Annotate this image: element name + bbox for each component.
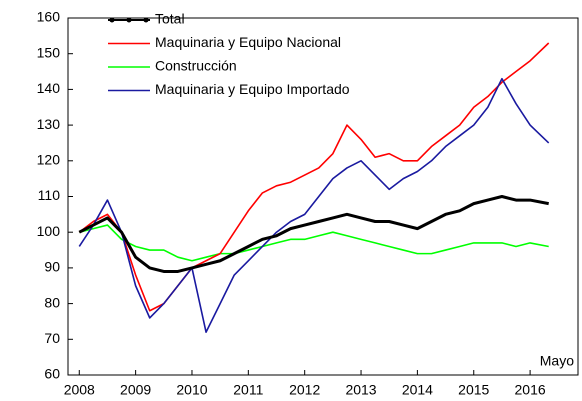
legend-label: Maquinaria y Equipo Nacional: [155, 34, 341, 50]
x-tick-label: 2009: [120, 382, 151, 398]
y-tick-label: 140: [37, 80, 61, 96]
legend-label: Construcción: [155, 58, 237, 74]
legend-label: Total: [155, 11, 185, 27]
y-tick-label: 80: [44, 294, 60, 310]
x-tick-label: 2013: [345, 382, 376, 398]
y-tick-label: 120: [37, 152, 61, 168]
series-line: [78, 77, 550, 333]
y-tick-label: 160: [37, 9, 61, 25]
x-tick-label: 2015: [458, 382, 489, 398]
y-tick-label: 100: [37, 223, 61, 239]
x-tick-label: 2011: [233, 382, 263, 398]
annotation: Mayo: [540, 353, 574, 369]
y-tick-label: 110: [38, 187, 61, 203]
y-tick-label: 150: [37, 44, 61, 60]
x-tick-label: 2016: [515, 382, 546, 398]
x-tick-label: 2012: [289, 382, 320, 398]
x-tick-label: 2010: [176, 382, 207, 398]
x-tick-label: 2008: [64, 382, 95, 398]
legend-label: Maquinaria y Equipo Importado: [155, 81, 350, 97]
series-line: [78, 42, 550, 312]
legend-marker: [143, 17, 149, 23]
x-tick-label: 2014: [402, 382, 433, 398]
y-tick-label: 130: [37, 116, 61, 132]
y-tick-label: 90: [44, 259, 60, 275]
series-line: [78, 195, 549, 273]
legend-marker: [109, 17, 115, 23]
y-tick-label: 60: [44, 366, 60, 382]
y-tick-label: 70: [44, 330, 60, 346]
legend-marker: [126, 17, 132, 23]
series-line: [79, 224, 549, 262]
